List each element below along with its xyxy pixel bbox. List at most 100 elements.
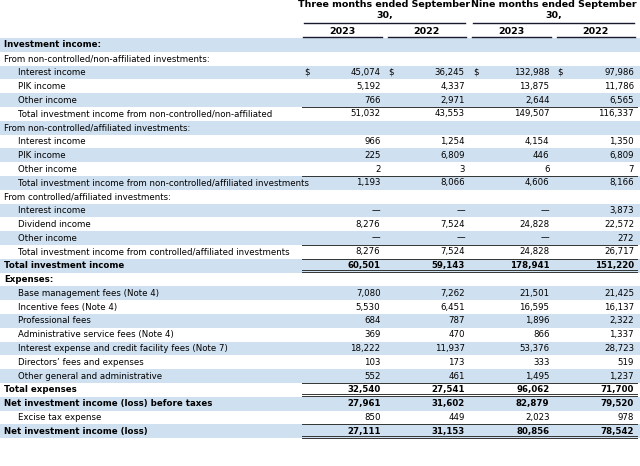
Text: Total investment income from non-controlled/non-affiliated: Total investment income from non-control…: [18, 110, 272, 118]
Text: —: —: [456, 206, 465, 215]
Text: 461: 461: [449, 371, 465, 381]
Bar: [0, 397, 640, 411]
Text: 7,080: 7,080: [356, 289, 381, 298]
Bar: [0, 93, 640, 107]
Text: 2,023: 2,023: [525, 413, 550, 422]
Text: 446: 446: [533, 151, 550, 160]
Text: Other general and administrative: Other general and administrative: [18, 371, 162, 381]
Bar: [0, 328, 640, 342]
Text: 178,941: 178,941: [510, 261, 550, 270]
Text: Interest income: Interest income: [18, 68, 86, 77]
Text: 5,530: 5,530: [356, 302, 381, 312]
Text: Total expenses: Total expenses: [4, 385, 77, 394]
Text: 97,986: 97,986: [604, 68, 634, 77]
Text: 8,276: 8,276: [356, 220, 381, 229]
Bar: [0, 135, 640, 148]
Text: 24,828: 24,828: [520, 247, 550, 256]
Bar: [0, 66, 640, 79]
Bar: [0, 259, 640, 273]
Text: 3,873: 3,873: [609, 206, 634, 215]
Bar: [0, 231, 640, 245]
Text: 78,542: 78,542: [600, 427, 634, 436]
Text: 132,988: 132,988: [514, 68, 550, 77]
Text: 6,565: 6,565: [609, 96, 634, 104]
Text: 11,937: 11,937: [435, 344, 465, 353]
Text: 4,154: 4,154: [525, 137, 550, 146]
Text: 21,501: 21,501: [520, 289, 550, 298]
Text: —: —: [372, 233, 381, 243]
Text: Administrative service fees (Note 4): Administrative service fees (Note 4): [18, 330, 173, 339]
Text: 333: 333: [533, 358, 550, 367]
Text: Investment income:: Investment income:: [4, 41, 101, 49]
Text: 27,541: 27,541: [431, 385, 465, 394]
Text: 6,809: 6,809: [440, 151, 465, 160]
Text: 80,856: 80,856: [516, 427, 550, 436]
Text: 7: 7: [628, 164, 634, 174]
Text: 6: 6: [544, 164, 550, 174]
Text: 45,074: 45,074: [350, 68, 381, 77]
Text: 2: 2: [375, 164, 381, 174]
Text: 31,153: 31,153: [432, 427, 465, 436]
Text: 3: 3: [460, 164, 465, 174]
Text: 4,337: 4,337: [440, 82, 465, 91]
Bar: [0, 52, 640, 66]
Text: Dividend income: Dividend income: [18, 220, 91, 229]
Text: $: $: [557, 68, 563, 77]
Text: 7,524: 7,524: [440, 247, 465, 256]
Text: Total investment income from controlled/affiliated investments: Total investment income from controlled/…: [18, 247, 290, 256]
Text: 59,143: 59,143: [431, 261, 465, 270]
Text: 53,376: 53,376: [520, 344, 550, 353]
Text: Incentive fees (Note 4): Incentive fees (Note 4): [18, 302, 117, 312]
Bar: [0, 176, 640, 190]
Text: 36,245: 36,245: [435, 68, 465, 77]
Bar: [0, 383, 640, 397]
Text: 51,032: 51,032: [350, 110, 381, 118]
Text: 850: 850: [364, 413, 381, 422]
Text: Expenses:: Expenses:: [4, 275, 53, 284]
Bar: [0, 425, 640, 438]
Text: 6,451: 6,451: [440, 302, 465, 312]
Text: Directors’ fees and expenses: Directors’ fees and expenses: [18, 358, 144, 367]
Text: 103: 103: [364, 358, 381, 367]
Text: 225: 225: [364, 151, 381, 160]
Text: 24,828: 24,828: [520, 220, 550, 229]
Text: 2022: 2022: [413, 27, 440, 35]
Bar: [0, 218, 640, 231]
Text: Interest expense and credit facility fees (Note 7): Interest expense and credit facility fee…: [18, 344, 228, 353]
Text: 43,553: 43,553: [435, 110, 465, 118]
Text: 966: 966: [364, 137, 381, 146]
Text: 5,192: 5,192: [356, 82, 381, 91]
Bar: [0, 342, 640, 356]
Text: 2022: 2022: [582, 27, 609, 35]
Bar: [0, 204, 640, 218]
Text: 369: 369: [364, 330, 381, 339]
Text: PIK income: PIK income: [18, 151, 66, 160]
Text: 18,222: 18,222: [350, 344, 381, 353]
Text: 470: 470: [449, 330, 465, 339]
Text: 32,540: 32,540: [348, 385, 381, 394]
Text: 7,524: 7,524: [440, 220, 465, 229]
Text: 684: 684: [364, 316, 381, 325]
Text: 787: 787: [449, 316, 465, 325]
Text: Net investment income (loss): Net investment income (loss): [4, 427, 148, 436]
Text: 1,254: 1,254: [440, 137, 465, 146]
Text: 22,572: 22,572: [604, 220, 634, 229]
Text: 1,896: 1,896: [525, 316, 550, 325]
Text: 552: 552: [364, 371, 381, 381]
Text: Nine months ended September
30,: Nine months ended September 30,: [470, 0, 636, 20]
Text: 2,644: 2,644: [525, 96, 550, 104]
Text: Net investment income (loss) before taxes: Net investment income (loss) before taxe…: [4, 399, 212, 408]
Text: 27,961: 27,961: [347, 399, 381, 408]
Bar: [0, 121, 640, 135]
Text: Total investment income: Total investment income: [4, 261, 124, 270]
Text: From non-controlled/non-affiliated investments:: From non-controlled/non-affiliated inves…: [4, 54, 210, 63]
Text: 116,337: 116,337: [598, 110, 634, 118]
Text: 16,137: 16,137: [604, 302, 634, 312]
Text: —: —: [541, 233, 550, 243]
Text: 173: 173: [449, 358, 465, 367]
Text: 21,425: 21,425: [604, 289, 634, 298]
Text: 766: 766: [364, 96, 381, 104]
Text: 1,337: 1,337: [609, 330, 634, 339]
Text: PIK income: PIK income: [18, 82, 66, 91]
Text: 1,237: 1,237: [609, 371, 634, 381]
